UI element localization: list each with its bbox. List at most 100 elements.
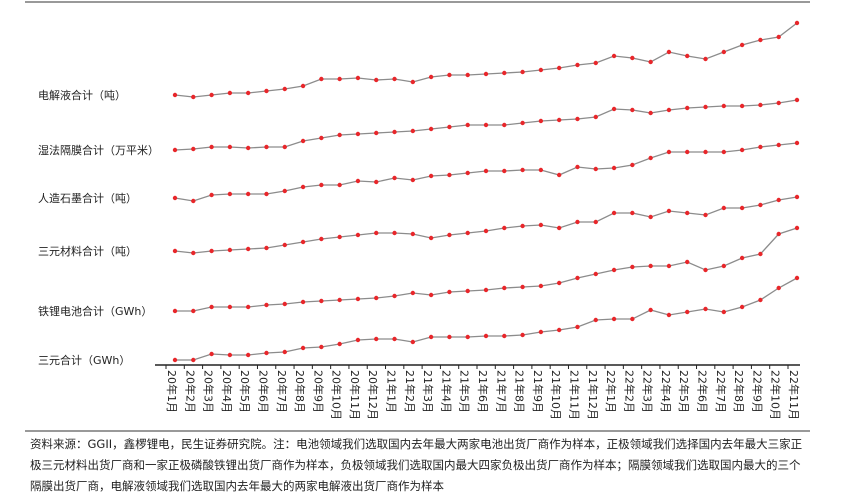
point <box>264 144 269 150</box>
point <box>465 334 470 340</box>
x-tick-label: 21年7月 <box>494 370 508 413</box>
point <box>227 352 233 358</box>
point <box>374 77 379 83</box>
point <box>538 222 544 228</box>
point <box>556 65 562 71</box>
point <box>392 76 397 82</box>
point <box>300 345 306 351</box>
point <box>502 225 507 231</box>
point <box>794 97 800 103</box>
point <box>611 316 617 322</box>
point <box>227 144 233 150</box>
point <box>721 309 727 315</box>
point <box>630 316 635 322</box>
point <box>776 197 781 203</box>
point <box>593 60 598 66</box>
x-tick-label: 20年1月 <box>165 370 179 413</box>
point <box>245 352 251 358</box>
x-tick-label: 20年11月 <box>348 370 362 420</box>
point <box>538 67 544 73</box>
series-label: 人造石墨合计（吨） <box>38 191 137 205</box>
point <box>520 69 525 75</box>
point <box>483 333 489 339</box>
point <box>209 192 214 198</box>
point <box>410 79 416 85</box>
x-tick-label: 20年2月 <box>183 370 197 413</box>
point <box>502 285 507 291</box>
point <box>739 304 745 310</box>
point <box>739 205 745 211</box>
point <box>611 165 617 171</box>
point <box>721 263 727 269</box>
point <box>575 324 580 330</box>
point <box>758 202 763 208</box>
point <box>264 350 269 356</box>
point <box>337 234 342 240</box>
point <box>374 179 379 185</box>
x-tick-label: 22年3月 <box>641 370 655 413</box>
point <box>794 140 800 146</box>
point <box>648 214 653 220</box>
point <box>172 147 178 153</box>
point <box>282 86 287 92</box>
point <box>685 259 690 265</box>
point <box>776 100 781 106</box>
point <box>593 317 598 323</box>
point <box>392 175 397 181</box>
point <box>337 341 342 347</box>
x-tick-label: 22年10月 <box>769 370 783 420</box>
point <box>227 191 233 197</box>
point <box>520 167 525 173</box>
point <box>666 312 672 318</box>
point <box>776 34 781 40</box>
x-tick-label: 21年6月 <box>476 370 490 413</box>
x-tick-label: 22年5月 <box>677 370 691 413</box>
x-tick-label: 21年3月 <box>421 370 435 413</box>
x-tick-label: 21年5月 <box>458 370 472 413</box>
point <box>264 245 269 251</box>
point <box>575 62 580 68</box>
point <box>447 172 452 178</box>
series-label: 三元材料合计（吨） <box>38 244 137 258</box>
point <box>172 195 178 201</box>
point <box>447 124 452 130</box>
point <box>428 334 434 340</box>
point <box>483 228 489 234</box>
point <box>593 114 598 120</box>
series-label: 三元合计（GWh） <box>38 353 130 367</box>
point <box>758 37 763 43</box>
point <box>209 92 214 98</box>
point <box>191 250 196 256</box>
point <box>703 212 708 218</box>
point <box>300 83 306 89</box>
point <box>776 231 781 237</box>
point <box>300 138 306 144</box>
x-tick-label: 21年8月 <box>513 370 527 413</box>
point <box>191 308 196 314</box>
point <box>758 144 763 150</box>
point <box>685 105 690 111</box>
point <box>410 231 416 237</box>
point <box>319 76 324 82</box>
point <box>465 72 470 78</box>
point <box>300 239 306 245</box>
point <box>666 263 672 269</box>
point <box>776 142 781 148</box>
point <box>611 53 617 59</box>
point <box>191 357 196 363</box>
point <box>556 172 562 178</box>
point <box>282 301 287 307</box>
point <box>410 290 416 296</box>
point <box>227 247 233 253</box>
point <box>611 106 617 112</box>
point <box>447 289 452 295</box>
point <box>465 122 470 128</box>
point <box>721 205 727 211</box>
point <box>630 264 635 270</box>
point <box>648 59 653 65</box>
x-tick-label: 20年7月 <box>275 370 289 413</box>
point <box>410 177 416 183</box>
point <box>355 296 361 302</box>
point <box>319 135 324 141</box>
point <box>300 299 306 305</box>
